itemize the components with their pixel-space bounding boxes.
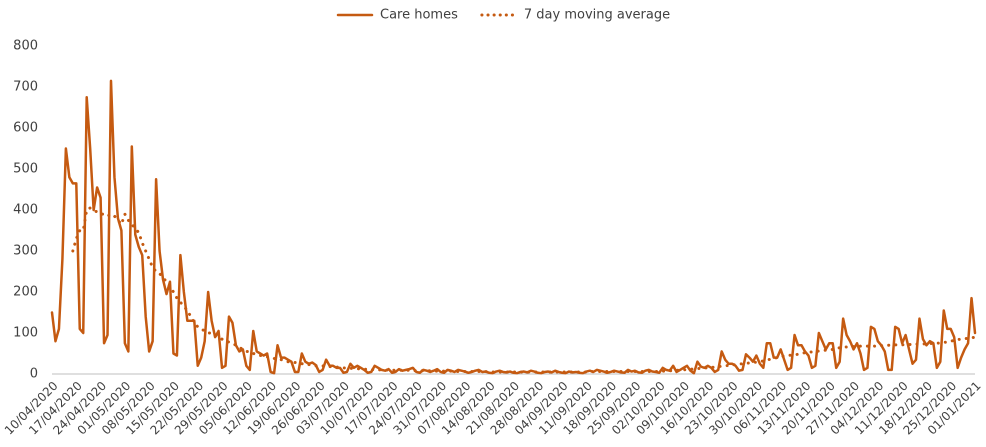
legend-label: Care homes — [380, 8, 458, 23]
legend-item: 7 day moving average — [480, 8, 670, 23]
y-tick-label: 700 — [13, 80, 38, 95]
series-line — [71, 206, 977, 374]
y-tick-label: 800 — [13, 39, 38, 54]
y-tick-label: 100 — [13, 326, 38, 341]
y-tick-label: 600 — [13, 121, 38, 136]
legend-item: Care homes — [336, 8, 458, 23]
y-tick-label: 400 — [13, 203, 38, 218]
y-tick-label: 300 — [13, 244, 38, 259]
series-line — [50, 79, 977, 375]
y-tick-label: 500 — [13, 162, 38, 177]
y-tick-label: 200 — [13, 285, 38, 300]
legend-label: 7 day moving average — [524, 8, 670, 23]
y-tick-label: 0 — [30, 367, 38, 382]
